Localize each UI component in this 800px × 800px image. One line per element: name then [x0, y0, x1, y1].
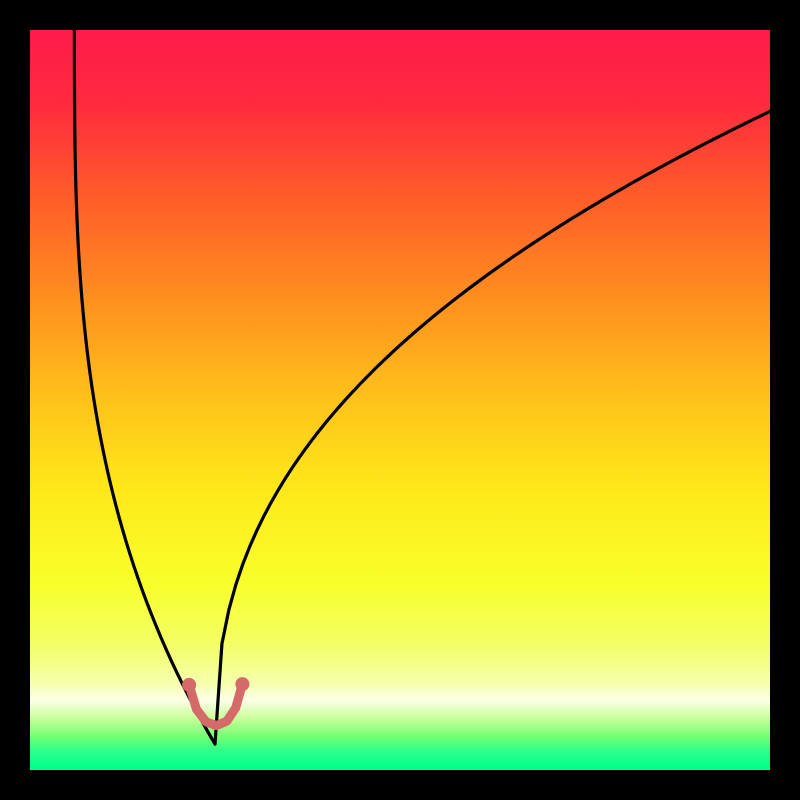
- dip-endpoint-left-icon: [182, 678, 196, 692]
- chart-svg: [30, 30, 770, 770]
- plot-area: [30, 30, 770, 770]
- chart-background-gradient: [30, 30, 770, 770]
- stage: TheBottleneck.com: [0, 0, 800, 800]
- dip-endpoint-right-icon: [235, 677, 249, 691]
